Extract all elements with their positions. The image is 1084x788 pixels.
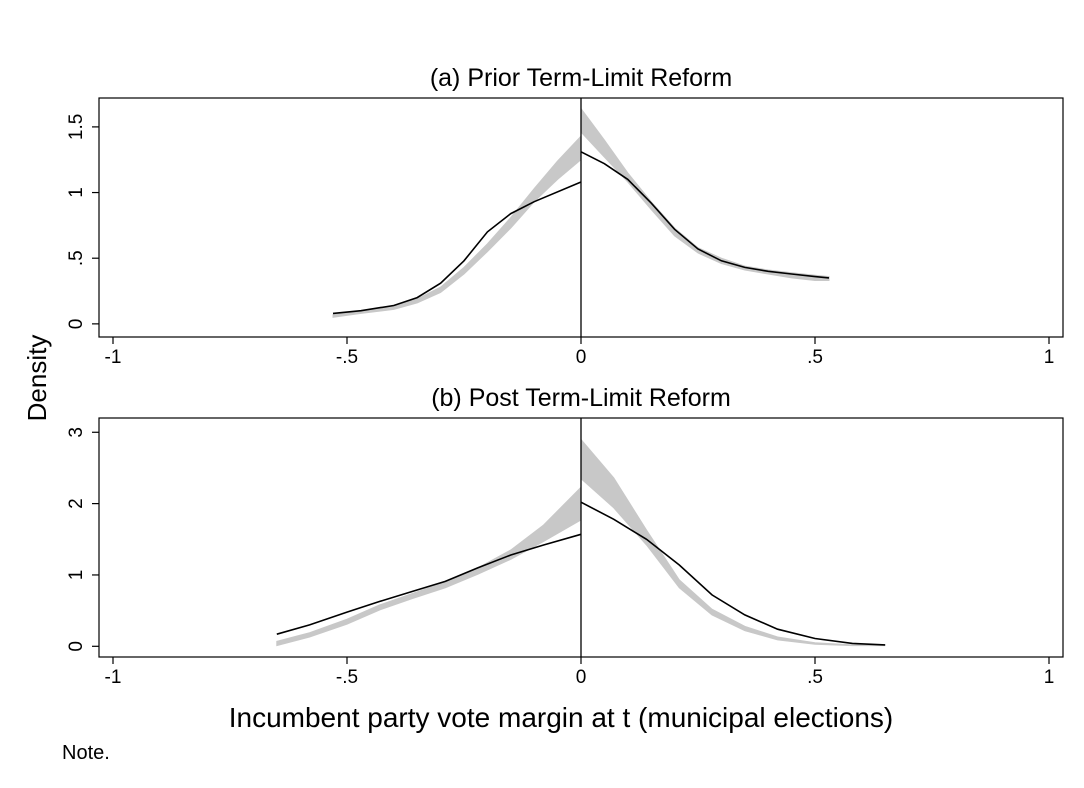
x-axis-label: Incumbent party vote margin at t (munici… [229, 702, 894, 733]
panel-b-ci-band-left [276, 485, 582, 647]
panel-b-title: (b) Post Term-Limit Reform [431, 384, 731, 412]
panel-b-ci-band-right [580, 438, 886, 647]
panel-a-density-right [580, 151, 830, 279]
panel-a-ytick-label: 0 [66, 319, 87, 330]
panel-a-xtick-label: -.5 [336, 347, 358, 368]
panel-a-plot: -1 -.5 0 .5 1 0 .5 1 1.5 [66, 97, 1064, 368]
panel-b-xtick-label: .5 [807, 667, 823, 688]
panel-b: (b) Post Term-Limit Reform -1 -.5 0 .5 1 0 1 2 3 [66, 384, 1064, 688]
panel-a-xtick-label: 1 [1044, 347, 1055, 368]
figure-note: Note. [62, 742, 110, 764]
panel-b-xtick-label: -.5 [336, 667, 358, 688]
panel-a-ytick-label: .5 [66, 250, 87, 266]
panel-b-xtick-label: -1 [105, 667, 122, 688]
panel-a: (a) Prior Term-Limit Reform -1 -.5 0 .5 1 0 .5… [66, 64, 1064, 368]
panel-b-xtick-label: 1 [1044, 667, 1055, 688]
panel-b-xtick-label: 0 [576, 667, 587, 688]
panel-a-ytick-label: 1.5 [66, 114, 87, 140]
panel-b-density-left [276, 533, 582, 635]
panel-a-ci-band-right [580, 106, 830, 281]
panel-b-ytick-label: 0 [66, 641, 87, 652]
panel-a-xtick-label: -1 [105, 347, 122, 368]
y-axis-label: Density [22, 335, 52, 422]
panel-a-xtick-label: .5 [807, 347, 823, 368]
panel-a-title: (a) Prior Term-Limit Reform [430, 64, 732, 92]
panel-b-ytick-label: 1 [66, 570, 87, 581]
panel-b-density-right [580, 501, 886, 646]
panel-b-ytick-label: 2 [66, 498, 87, 509]
panel-b-plot: -1 -.5 0 .5 1 0 1 2 3 [66, 417, 1064, 688]
panel-b-ytick-label: 3 [66, 427, 87, 438]
panel-a-ci-band-left [332, 134, 582, 318]
panel-a-density-left [332, 181, 582, 315]
panel-a-ytick-label: 1 [66, 187, 87, 198]
panel-a-xtick-label: 0 [576, 347, 587, 368]
